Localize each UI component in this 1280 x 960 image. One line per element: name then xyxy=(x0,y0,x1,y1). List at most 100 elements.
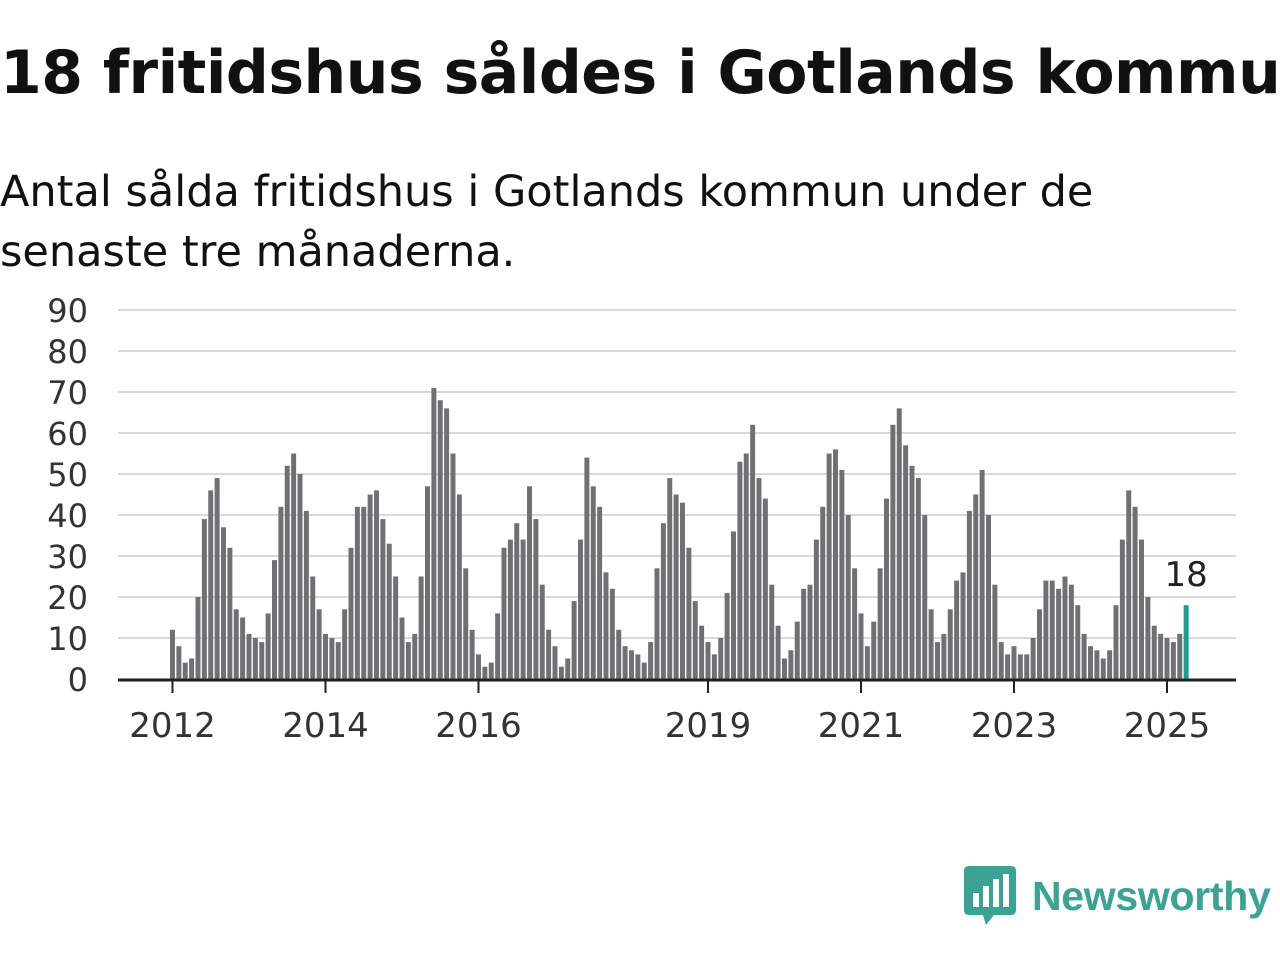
bar xyxy=(342,609,348,679)
bar xyxy=(1088,646,1093,679)
bar xyxy=(1043,580,1049,679)
bar xyxy=(201,519,207,679)
bar xyxy=(272,560,277,679)
bar xyxy=(616,629,622,679)
bar xyxy=(622,646,628,679)
bar xyxy=(507,539,513,679)
bar xyxy=(724,592,730,679)
bar xyxy=(590,486,596,679)
bar xyxy=(539,584,545,679)
bar xyxy=(890,424,896,679)
x-tick-label: 2025 xyxy=(1124,706,1211,746)
bar xyxy=(208,490,214,679)
bar xyxy=(469,629,475,679)
bar xyxy=(488,662,494,679)
bar xyxy=(667,478,673,679)
bar xyxy=(998,642,1004,679)
bar xyxy=(1151,625,1157,679)
bar xyxy=(278,506,284,679)
y-tick-label: 50 xyxy=(47,456,88,494)
bar xyxy=(941,633,947,679)
bar xyxy=(954,580,960,679)
y-tick-label: 60 xyxy=(47,415,88,453)
bar xyxy=(476,654,481,679)
bar xyxy=(1139,539,1144,679)
bar xyxy=(1068,584,1074,679)
bar xyxy=(348,547,354,679)
y-tick-label: 10 xyxy=(47,620,88,658)
bar xyxy=(297,474,303,679)
bar xyxy=(673,494,679,679)
y-tick-label: 20 xyxy=(47,579,88,617)
x-tick-label: 2012 xyxy=(129,706,216,746)
bar xyxy=(463,568,469,679)
bar xyxy=(195,597,201,679)
bar xyxy=(265,613,271,679)
x-tick-label: 2019 xyxy=(665,706,752,746)
bar xyxy=(820,506,826,679)
bar xyxy=(240,617,246,679)
bar xyxy=(571,601,577,679)
bar xyxy=(361,506,367,679)
bar xyxy=(227,547,233,679)
bar xyxy=(252,638,258,679)
bar xyxy=(578,539,583,679)
bar xyxy=(635,654,641,679)
bar xyxy=(558,666,564,679)
bar xyxy=(291,453,297,679)
bar xyxy=(1126,490,1132,679)
bar xyxy=(864,646,870,679)
bar xyxy=(303,510,309,679)
bar xyxy=(533,519,539,679)
bar xyxy=(1062,576,1068,679)
bar xyxy=(354,506,360,679)
bar xyxy=(794,621,800,679)
bar xyxy=(629,650,634,679)
bar xyxy=(801,588,807,679)
y-tick-label: 70 xyxy=(47,374,88,412)
bar xyxy=(648,642,654,679)
bar xyxy=(782,658,787,679)
bar xyxy=(584,457,590,679)
bar xyxy=(425,486,430,679)
bar xyxy=(259,642,265,679)
bar xyxy=(1094,650,1100,679)
bar xyxy=(852,568,858,679)
bar xyxy=(1100,658,1106,679)
bar xyxy=(405,642,411,679)
y-tick-label: 40 xyxy=(47,497,88,535)
bar xyxy=(437,400,443,679)
bar xyxy=(233,609,239,679)
x-tick-label: 2016 xyxy=(435,706,522,746)
bar xyxy=(1170,642,1176,679)
newsworthy-wordmark: Newsworthy xyxy=(1032,872,1271,919)
bar-highlight xyxy=(1183,605,1189,679)
bar xyxy=(750,424,756,679)
bar xyxy=(756,478,762,679)
bar xyxy=(986,515,991,679)
bar xyxy=(979,469,985,679)
y-tick-label: 30 xyxy=(47,538,88,576)
bar xyxy=(960,572,966,679)
bar xyxy=(1158,633,1164,679)
bar xyxy=(393,576,399,679)
bar xyxy=(374,490,379,679)
bar xyxy=(896,408,902,679)
bar xyxy=(922,515,928,679)
bar xyxy=(176,646,182,679)
bar xyxy=(775,625,781,679)
bar xyxy=(641,662,647,679)
bar xyxy=(686,547,692,679)
x-tick-label: 2023 xyxy=(971,706,1058,746)
bar xyxy=(246,633,252,679)
y-tick-label: 90 xyxy=(47,292,88,330)
bar xyxy=(839,469,845,679)
bar xyxy=(1107,650,1113,679)
bar xyxy=(482,666,488,679)
bar xyxy=(928,609,934,679)
bar xyxy=(399,617,405,679)
bar xyxy=(514,523,520,679)
bar xyxy=(731,531,736,679)
chart-title: 18 fritidshus såldes i Gotlands kommun xyxy=(0,38,1280,108)
bar xyxy=(833,449,838,679)
